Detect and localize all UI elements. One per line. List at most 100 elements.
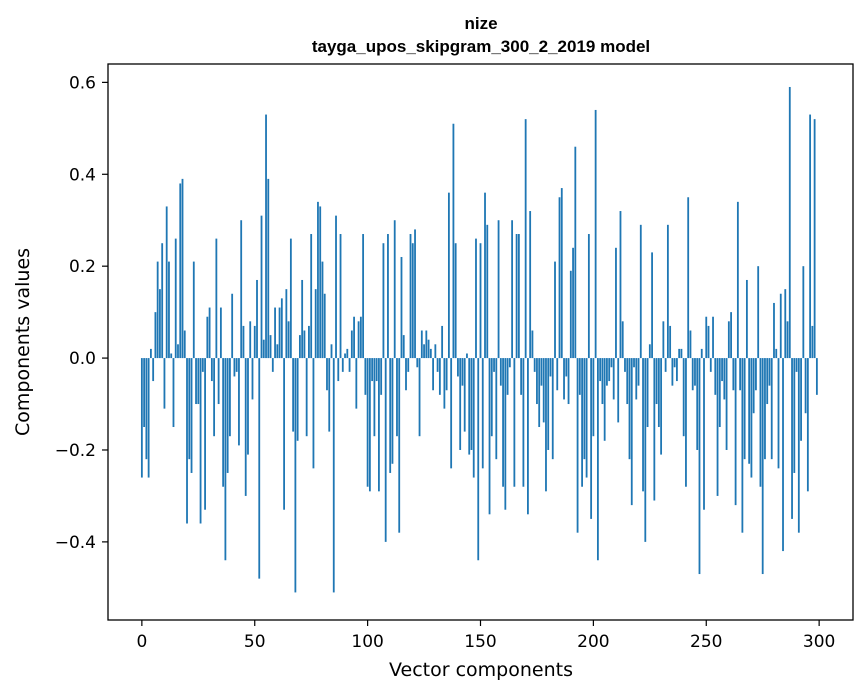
bar xyxy=(716,358,719,496)
bar xyxy=(244,358,247,496)
bar xyxy=(479,243,482,359)
bar xyxy=(490,358,493,437)
bar xyxy=(247,358,249,455)
bar xyxy=(251,358,254,400)
bar xyxy=(741,358,744,533)
bar xyxy=(502,358,504,487)
bar xyxy=(486,224,489,359)
y-tick-label: −0.2 xyxy=(55,441,96,461)
bar xyxy=(346,348,349,359)
bar xyxy=(662,321,665,359)
bar xyxy=(391,358,394,464)
bar xyxy=(219,307,222,359)
bar xyxy=(326,358,328,391)
bar xyxy=(308,325,310,359)
bar xyxy=(745,279,748,359)
bar xyxy=(350,330,353,359)
bar xyxy=(418,358,421,437)
bar xyxy=(436,358,439,372)
bar xyxy=(364,358,367,395)
bar xyxy=(481,358,484,469)
bar xyxy=(229,358,231,437)
plot-frame xyxy=(107,63,854,621)
bar xyxy=(393,220,396,359)
chart-title: nize xyxy=(464,14,497,33)
bar-series xyxy=(140,86,818,593)
bar xyxy=(533,358,536,372)
bar xyxy=(606,358,608,386)
bar xyxy=(145,358,148,460)
bar xyxy=(727,321,730,359)
bar xyxy=(339,234,342,359)
x-tick-label: 0 xyxy=(136,632,147,652)
bar xyxy=(531,330,534,359)
bar xyxy=(152,358,155,382)
bar xyxy=(560,188,563,359)
y-axis-label: Components values xyxy=(12,248,34,436)
bar xyxy=(197,358,200,405)
bar xyxy=(793,358,796,473)
bar xyxy=(743,358,746,460)
bar xyxy=(387,234,389,359)
bar xyxy=(666,224,669,359)
bar xyxy=(445,358,448,391)
bar xyxy=(373,358,376,437)
bar xyxy=(328,358,331,432)
bar xyxy=(441,325,444,359)
bar xyxy=(592,358,595,437)
bar xyxy=(549,358,552,377)
bar xyxy=(147,358,150,478)
bar xyxy=(569,270,572,359)
bar xyxy=(149,348,152,359)
bar xyxy=(253,325,256,359)
bar xyxy=(671,358,674,386)
x-axis-label: Vector components xyxy=(389,659,573,681)
bar xyxy=(508,358,511,368)
bar xyxy=(800,358,802,441)
bar xyxy=(703,358,705,510)
axis-ticks: 0 50 100 150 200 250 300 −0.4 −0.2 0.0 0.2 0.4 0.6 xyxy=(55,73,836,652)
bar xyxy=(384,358,387,542)
bar xyxy=(775,348,778,359)
bar xyxy=(736,201,739,359)
bar xyxy=(513,358,516,487)
bar xyxy=(635,358,638,400)
bar xyxy=(181,178,184,359)
bar xyxy=(621,321,624,359)
bar xyxy=(563,358,565,400)
x-tick-label: 50 xyxy=(244,632,266,652)
bar xyxy=(522,358,525,487)
bar xyxy=(782,358,784,552)
bar xyxy=(773,302,775,359)
bar xyxy=(204,358,206,510)
bar xyxy=(739,358,742,391)
bar xyxy=(815,358,818,395)
bar xyxy=(506,358,509,395)
bar xyxy=(648,344,651,359)
bar xyxy=(624,358,626,372)
bar xyxy=(761,358,764,575)
bar xyxy=(249,321,252,359)
bar xyxy=(655,358,658,405)
bar xyxy=(206,316,209,359)
bar xyxy=(407,358,410,372)
bar xyxy=(213,358,216,437)
bar xyxy=(529,211,532,359)
bar xyxy=(581,358,583,487)
bar xyxy=(294,358,297,593)
bar xyxy=(238,358,240,446)
bar xyxy=(574,146,577,359)
bar xyxy=(298,335,301,359)
bar xyxy=(208,307,211,359)
bar xyxy=(301,279,304,359)
bar xyxy=(156,261,159,359)
bar xyxy=(545,358,547,492)
bar xyxy=(432,358,434,391)
bar xyxy=(341,358,344,372)
bar xyxy=(321,261,324,359)
bar xyxy=(576,358,579,533)
bar xyxy=(274,307,276,359)
bar xyxy=(276,344,279,359)
x-tick-label: 150 xyxy=(464,632,496,652)
bar xyxy=(427,339,430,359)
